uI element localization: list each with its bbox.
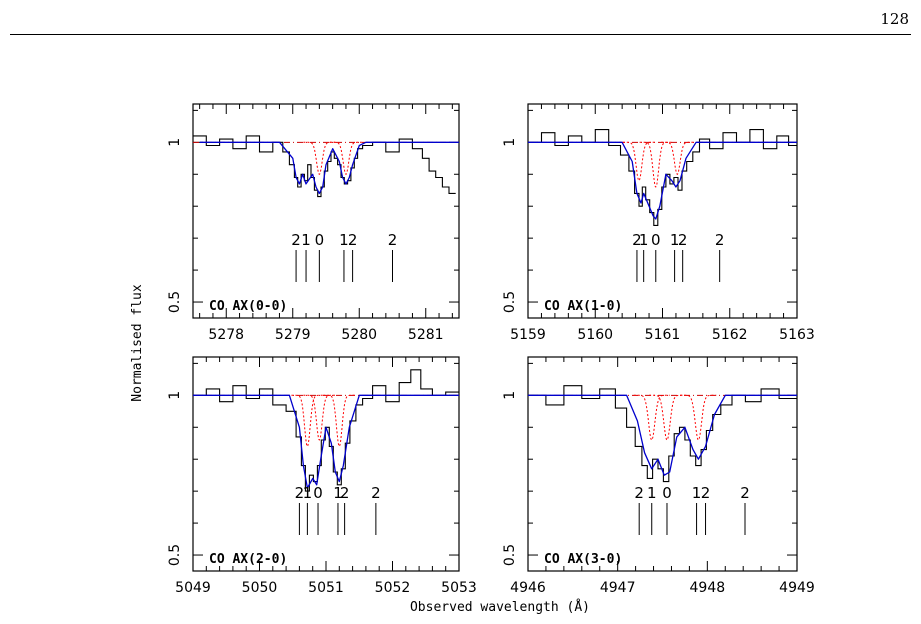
x-tick-label: 5051	[308, 580, 344, 596]
page-number: 128	[880, 10, 909, 28]
y-tick-label: 0.5	[167, 291, 183, 313]
x-tick-label: 5279	[275, 327, 311, 343]
x-tick-label: 5053	[441, 580, 477, 596]
spectrum-line	[528, 385, 797, 483]
y-tick-label: 0.5	[167, 544, 183, 566]
component-label: 0	[662, 484, 672, 502]
x-tick-label: 5049	[175, 580, 211, 596]
x-tick-label: 5163	[779, 327, 815, 343]
component-profile	[330, 141, 362, 176]
component-label: 2	[295, 484, 305, 502]
plot-area	[193, 135, 459, 198]
x-tick-label: 5052	[375, 580, 411, 596]
x-tick-label: 4949	[779, 580, 815, 596]
component-label: 2	[701, 484, 711, 502]
component-profile	[291, 394, 324, 448]
component-label: 1	[333, 484, 343, 502]
component-label: 1	[339, 231, 349, 249]
spectrum-line	[193, 135, 456, 198]
component-profile	[303, 394, 336, 441]
plot-area	[528, 129, 797, 226]
component-profile	[649, 394, 685, 441]
x-tick-label: 5162	[712, 327, 748, 343]
y-tick-label: 0.5	[502, 544, 518, 566]
component-label: 0	[313, 484, 323, 502]
component-label: 2	[634, 484, 644, 502]
component-label: 0	[315, 231, 325, 249]
plot-frame	[192, 103, 460, 319]
y-tick-label: 1	[167, 138, 183, 147]
y-tick-label: 0.5	[502, 291, 518, 313]
panel-label: CO AX(1-0)	[544, 299, 622, 314]
model-fit-line	[528, 141, 797, 220]
plot-frame	[527, 356, 798, 572]
component-label: 1	[647, 484, 657, 502]
component-profile	[661, 141, 694, 176]
model-fit-line	[528, 394, 797, 476]
x-tick-label: 4947	[600, 580, 636, 596]
model-fit-line	[193, 394, 459, 489]
x-tick-label: 4946	[510, 580, 546, 596]
x-tick-label: 5159	[510, 327, 546, 343]
plot-area	[193, 369, 459, 492]
component-label: 2	[740, 484, 750, 502]
header-rule	[10, 34, 911, 35]
component-label: 2	[388, 231, 398, 249]
x-tick-label: 5278	[208, 327, 244, 343]
x-tick-label: 5160	[577, 327, 613, 343]
x-tick-label: 4948	[690, 580, 726, 596]
component-label: 1	[301, 231, 311, 249]
component-label: 2	[291, 231, 301, 249]
component-profile	[622, 141, 656, 182]
y-tick-label: 1	[502, 138, 518, 147]
component-label: 2	[348, 231, 358, 249]
component-label: 1	[639, 231, 649, 249]
component-label: 1	[303, 484, 313, 502]
component-label: 2	[371, 484, 381, 502]
component-profile	[680, 394, 717, 441]
component-label: 0	[651, 231, 661, 249]
component-label: 2	[678, 231, 688, 249]
y-tick-label: 1	[167, 391, 183, 400]
x-axis-title: Observed wavelength (Å)	[410, 599, 590, 615]
spectrum-line	[193, 369, 459, 492]
component-profile	[323, 394, 356, 448]
panel-label: CO AX(0-0)	[209, 299, 287, 314]
x-tick-label: 5280	[341, 327, 377, 343]
plot-area	[528, 385, 797, 483]
model-fit-line	[199, 141, 459, 195]
y-tick-label: 1	[502, 391, 518, 400]
component-profile	[633, 394, 670, 441]
x-tick-label: 5050	[242, 580, 278, 596]
component-label: 2	[632, 231, 642, 249]
y-axis-title: Normalised flux	[130, 284, 145, 402]
x-tick-label: 5281	[408, 327, 444, 343]
panel-label: CO AX(2-0)	[209, 552, 287, 567]
x-tick-label: 5161	[645, 327, 681, 343]
component-profile	[639, 141, 672, 188]
component-label: 2	[715, 231, 725, 249]
component-label: 1	[692, 484, 702, 502]
component-label: 1	[670, 231, 680, 249]
panel-label: CO AX(3-0)	[544, 552, 622, 567]
component-label: 2	[340, 484, 350, 502]
